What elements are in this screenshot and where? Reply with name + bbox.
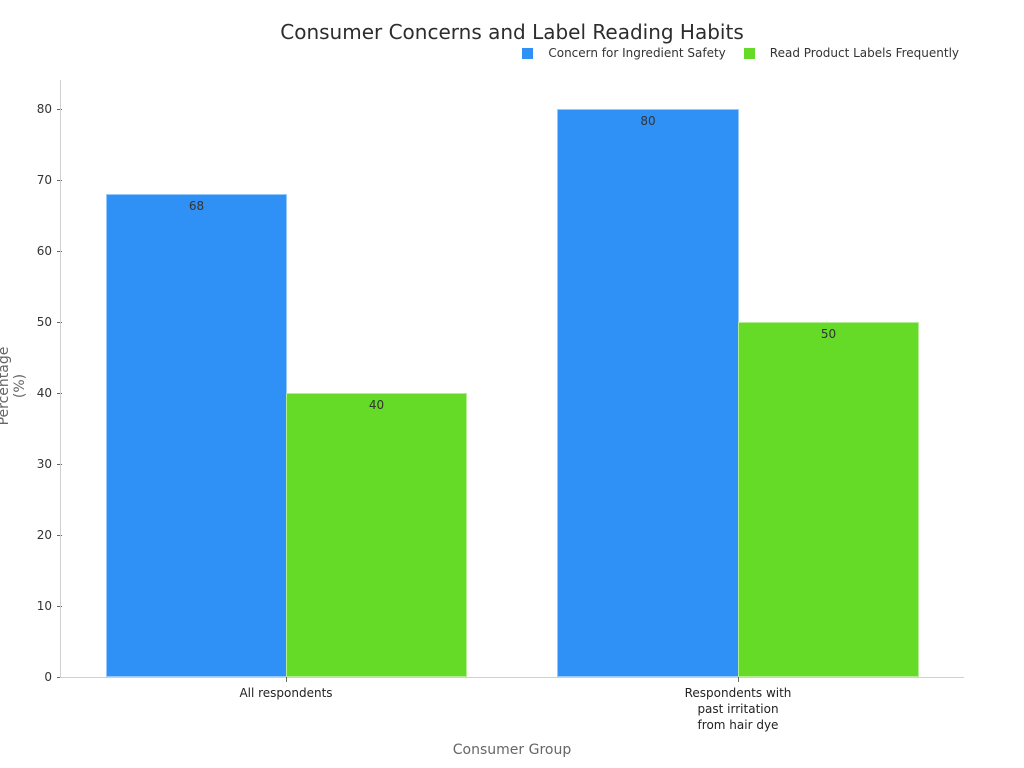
y-tick-mark bbox=[57, 251, 62, 252]
x-axis-label: Consumer Group bbox=[452, 742, 572, 758]
y-tick-mark bbox=[57, 180, 62, 181]
bar-value-label: 80 bbox=[640, 114, 656, 128]
y-tick-mark bbox=[57, 322, 62, 323]
x-tick-label-irritation: Respondents with past irritation from ha… bbox=[684, 686, 792, 732]
y-tick-mark bbox=[57, 535, 62, 536]
y-tick-mark bbox=[57, 109, 62, 110]
x-tick-mark bbox=[286, 677, 287, 682]
y-tick: 80 bbox=[0, 102, 62, 123]
bar-irritation-read-labels[interactable]: 50 bbox=[738, 322, 919, 677]
y-tick: 70 bbox=[0, 173, 62, 194]
y-tick-label: 70 bbox=[36, 173, 52, 187]
y-tick-mark bbox=[57, 606, 62, 607]
y-tick-label: 40 bbox=[36, 386, 52, 400]
y-tick: 40 bbox=[0, 386, 62, 407]
y-tick-label: 20 bbox=[36, 528, 52, 542]
x-axis-line bbox=[60, 677, 964, 678]
y-tick: 50 bbox=[0, 315, 62, 336]
legend-swatch-green bbox=[743, 47, 755, 59]
legend-label: Concern for Ingredient Safety bbox=[548, 46, 726, 60]
bar-value-label: 68 bbox=[188, 199, 205, 213]
y-tick-mark bbox=[57, 393, 62, 394]
bar-value-label: 40 bbox=[368, 398, 385, 412]
legend: Concern for Ingredient Safety Read Produ… bbox=[504, 46, 959, 60]
x-tick-mark bbox=[738, 677, 739, 682]
bar-all-respondents-ingredient-safety[interactable]: 68 bbox=[106, 194, 287, 677]
y-tick-label: 30 bbox=[36, 457, 52, 471]
y-tick: 60 bbox=[0, 244, 62, 265]
y-axis-line bbox=[60, 80, 61, 677]
y-tick-label: 50 bbox=[36, 315, 52, 329]
x-tick-label-all-respondents: All respondents bbox=[239, 686, 333, 700]
bar-all-respondents-read-labels[interactable]: 40 bbox=[286, 393, 467, 677]
legend-item-ingredient-safety[interactable]: Concern for Ingredient Safety bbox=[522, 46, 726, 60]
y-tick: 30 bbox=[0, 457, 62, 478]
bar-irritation-ingredient-safety[interactable]: 80 bbox=[557, 109, 739, 677]
y-tick-mark bbox=[57, 464, 62, 465]
y-tick-label: 0 bbox=[44, 670, 52, 684]
y-axis-label: Percentage (%) bbox=[0, 346, 28, 426]
y-tick-label: 10 bbox=[36, 599, 52, 613]
y-tick: 10 bbox=[0, 599, 62, 620]
legend-item-read-labels[interactable]: Read Product Labels Frequently bbox=[743, 46, 959, 60]
y-tick: 20 bbox=[0, 528, 62, 549]
y-tick-label: 80 bbox=[36, 102, 52, 116]
y-tick-label: 60 bbox=[36, 244, 52, 258]
bar-value-label: 50 bbox=[820, 327, 837, 341]
y-tick: 0 bbox=[0, 670, 62, 691]
legend-label: Read Product Labels Frequently bbox=[769, 46, 959, 60]
y-tick-mark bbox=[57, 677, 62, 678]
chart-title: Consumer Concerns and Label Reading Habi… bbox=[280, 20, 744, 44]
legend-swatch-blue bbox=[522, 47, 534, 59]
